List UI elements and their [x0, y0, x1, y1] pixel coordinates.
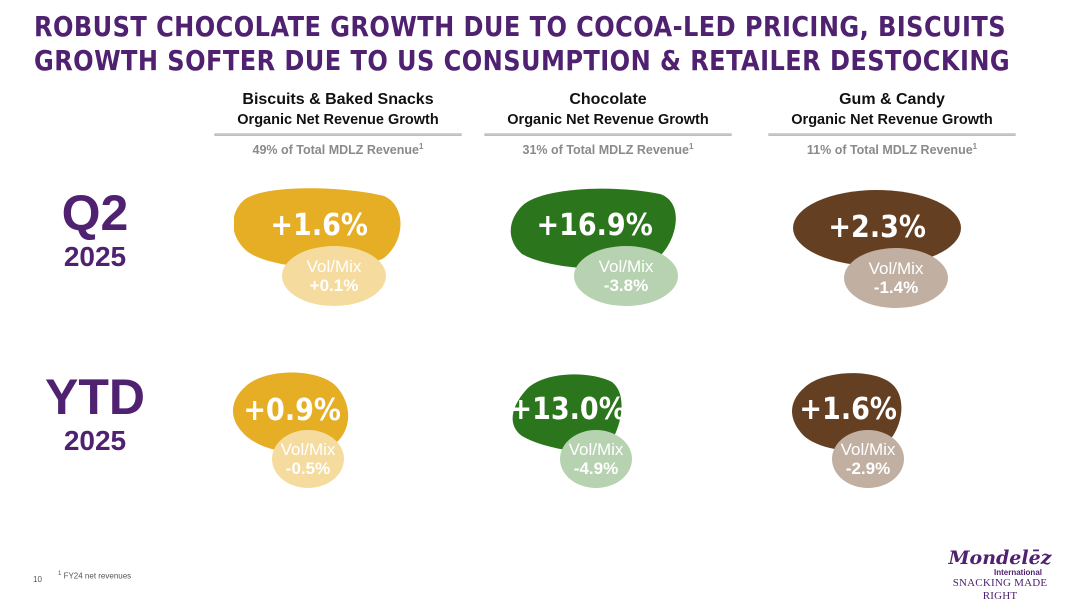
company-logo: Mondelēz International SNACKING MADE RIG…: [940, 548, 1060, 603]
cell-ytd-gum-candy: +1.6% Vol/Mix -2.9%: [792, 372, 992, 512]
slide-title: ROBUST CHOCOLATE GROWTH DUE TO COCOA-LED…: [34, 10, 1011, 78]
category-name: Biscuits & Baked Snacks: [242, 91, 434, 108]
column-header-biscuits: Biscuits & Baked Snacks Organic Net Reve…: [208, 90, 468, 159]
metric-label: Organic Net Revenue Growth: [791, 112, 993, 128]
growth-value: +13.0%: [509, 391, 627, 427]
period-year: 2025: [63, 425, 127, 456]
vol-mix-value: -3.8%: [603, 276, 649, 295]
cell-q2-chocolate: +16.9% Vol/Mix -3.8%: [510, 188, 710, 328]
column-header-gum-candy: Gum & Candy Organic Net Revenue Growth 1…: [762, 90, 1022, 159]
vol-mix-label: Vol/Mix: [280, 440, 336, 459]
logo-brand: Mondelēz: [948, 547, 1052, 569]
vol-mix-blob: Vol/Mix -0.5%: [272, 430, 344, 488]
vol-mix-blob: Vol/Mix -1.4%: [844, 248, 948, 308]
period-label: YTD: [45, 369, 145, 425]
divider: [484, 133, 732, 136]
cell-ytd-biscuits: +0.9% Vol/Mix -0.5%: [232, 372, 432, 512]
metric-label: Organic Net Revenue Growth: [507, 112, 709, 128]
vol-mix-label: Vol/Mix: [568, 440, 624, 459]
growth-value: +0.9%: [243, 392, 341, 428]
divider: [214, 133, 462, 136]
vol-mix-label: Vol/Mix: [840, 440, 896, 459]
vol-mix-value: -1.4%: [873, 278, 919, 297]
growth-value: +2.3%: [828, 209, 926, 245]
title-line-2: GROWTH SOFTER DUE TO US CONSUMPTION & RE…: [34, 44, 1011, 77]
growth-blob: +2.3%: [792, 190, 962, 270]
cell-q2-gum-candy: +2.3% Vol/Mix -1.4%: [792, 190, 992, 330]
period-year: 2025: [63, 241, 127, 272]
revenue-share: 31% of Total MDLZ Revenue1: [522, 142, 694, 158]
cell-q2-biscuits: +1.6% Vol/Mix +0.1%: [234, 188, 434, 328]
period-label: Q2: [61, 185, 129, 241]
column-header-chocolate: Chocolate Organic Net Revenue Growth 31%…: [478, 90, 738, 159]
cell-ytd-chocolate: +13.0% Vol/Mix -4.9%: [509, 372, 712, 512]
vol-mix-label: Vol/Mix: [306, 257, 362, 276]
growth-value: +1.6%: [799, 391, 897, 427]
revenue-share: 11% of Total MDLZ Revenue1: [806, 142, 978, 158]
growth-value: +16.9%: [536, 207, 654, 243]
vol-mix-blob: Vol/Mix -2.9%: [832, 430, 904, 488]
blob-shape: [793, 190, 961, 266]
logo-sub: International: [993, 568, 1042, 577]
vol-mix-blob: Vol/Mix -3.8%: [574, 246, 678, 306]
blob-shape: [234, 188, 401, 268]
row-label-ytd: YTD 2025: [30, 370, 160, 458]
vol-mix-blob: Vol/Mix -4.9%: [560, 430, 632, 488]
vol-mix-blob: Vol/Mix +0.1%: [282, 246, 386, 306]
vol-mix-value: -0.5%: [285, 459, 331, 478]
category-name: Gum & Candy: [839, 91, 945, 108]
vol-mix-value: -2.9%: [845, 459, 891, 478]
title-line-1: ROBUST CHOCOLATE GROWTH DUE TO COCOA-LED…: [34, 10, 1007, 43]
vol-mix-value: -4.9%: [573, 459, 619, 478]
category-name: Chocolate: [569, 91, 647, 108]
growth-blob: +1.6%: [234, 188, 404, 268]
vol-mix-value: +0.1%: [309, 276, 359, 295]
page-number: 10: [33, 575, 42, 584]
vol-mix-label: Vol/Mix: [868, 259, 924, 278]
divider: [768, 133, 1016, 136]
revenue-share: 49% of Total MDLZ Revenue1: [252, 142, 424, 158]
vol-mix-label: Vol/Mix: [598, 257, 654, 276]
growth-value: +1.6%: [270, 207, 368, 243]
logo-tagline: SNACKING MADE RIGHT: [952, 577, 1048, 602]
footnote: 1 FY24 net revenues: [58, 571, 132, 581]
row-label-q2: Q2 2025: [30, 186, 160, 274]
metric-label: Organic Net Revenue Growth: [237, 112, 439, 128]
